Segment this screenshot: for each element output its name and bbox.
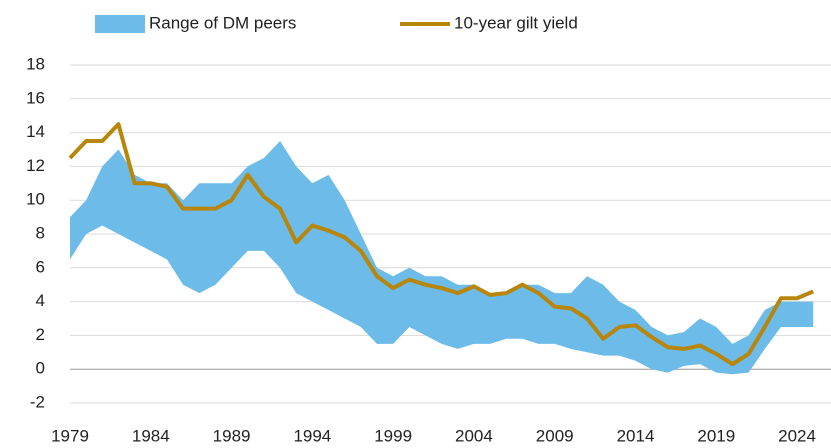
legend-swatch — [95, 15, 145, 33]
x-tick-label: 2024 — [778, 426, 816, 445]
x-tick-label: 1989 — [213, 426, 251, 445]
y-tick-label: -2 — [30, 392, 45, 411]
x-tick-label: 2004 — [455, 426, 493, 445]
range-area — [70, 141, 814, 375]
x-tick-label: 1999 — [374, 426, 412, 445]
x-tick-label: 1994 — [293, 426, 331, 445]
line — [68, 122, 814, 367]
y-tick-label: 14 — [26, 122, 45, 141]
y-tick-label: 0 — [36, 359, 45, 378]
y-tick-label: 18 — [26, 54, 45, 73]
x-tick-label: 1979 — [51, 426, 89, 445]
x-tick-label: 2009 — [536, 426, 574, 445]
y-tick-label: 2 — [36, 325, 45, 344]
y-tick-label: 10 — [26, 190, 45, 209]
y-tick-label: 12 — [26, 156, 45, 175]
x-tick-label: 2014 — [617, 426, 655, 445]
y-tick-label: 6 — [36, 257, 45, 276]
y-tick-label: 8 — [36, 223, 45, 242]
y-tick-label: 4 — [36, 291, 45, 310]
legend-label: 10-year gilt yield — [454, 13, 578, 32]
legend-label: Range of DM peers — [149, 13, 296, 32]
y-tick-label: 16 — [26, 88, 45, 107]
x-tick-label: 2019 — [697, 426, 735, 445]
x-tick-label: 1984 — [132, 426, 170, 445]
